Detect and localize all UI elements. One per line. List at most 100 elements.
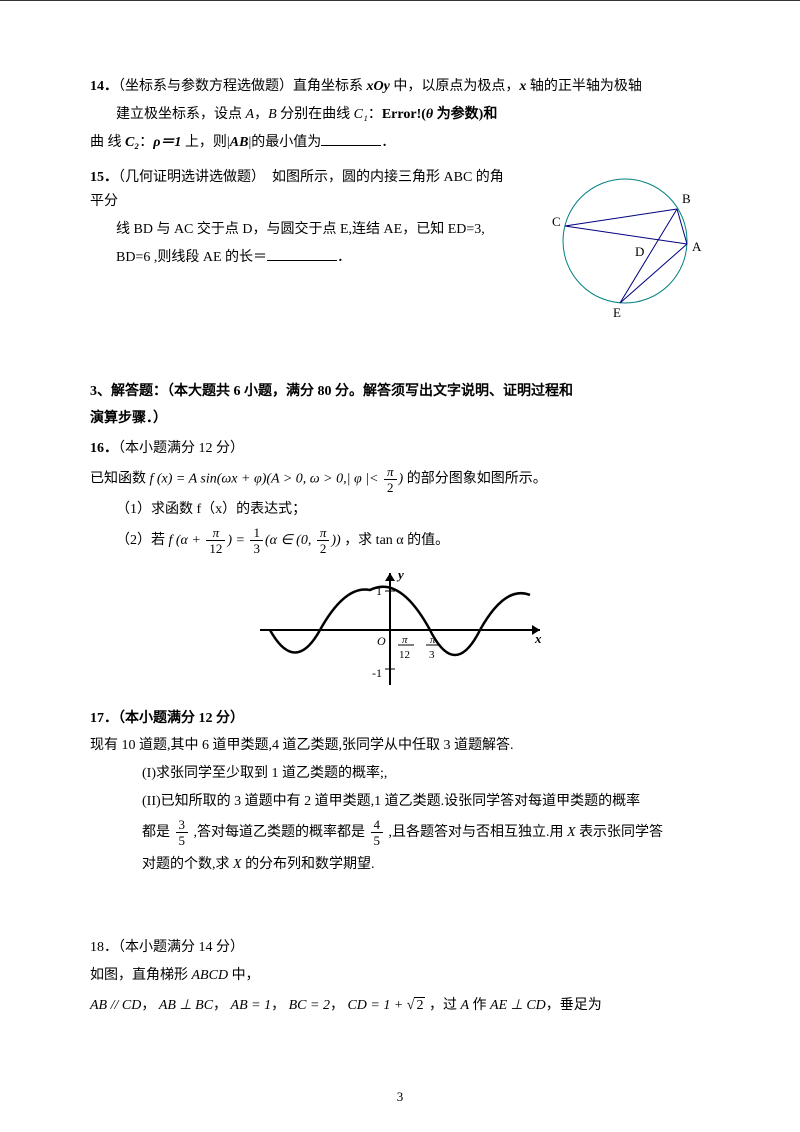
q17-sub2a: (II)已知所取的 3 道题中有 2 道甲类题,1 道乙类题.设张同学答对每道甲…	[90, 790, 710, 814]
q16-sub2b: ，求 tan α 的值。	[344, 533, 449, 548]
q17-5b: 5	[371, 833, 384, 847]
q18-l1: 如图，直角梯形 ABCD 中，	[90, 964, 710, 988]
q16-fx: f (x) = A sin(ωx + φ)(A > 0, ω > 0,| φ |…	[150, 472, 379, 487]
sine-y: y	[396, 567, 404, 582]
q16-frac-13: 1 3	[250, 526, 263, 555]
q16-pi-c: π	[317, 526, 330, 541]
sine-pi12d: 12	[399, 649, 410, 661]
q18-A: A	[460, 998, 469, 1013]
q17-sub2-line2: 都是 3 5 ,答对每道乙类题的概率都是 4 5 ,且各题答对与否相互独立.用 …	[90, 818, 710, 849]
q16-sub1: （1）求函数 f（x）的表达式；	[90, 498, 710, 522]
q16-head: 16．（本小题满分 12 分）	[90, 437, 710, 461]
sec3-title-b: 演算步骤．）	[90, 407, 710, 431]
q17-head: 17．（本小题满分 12 分）	[90, 707, 710, 731]
q14-l2c: 分别在曲线	[277, 107, 354, 122]
q17-pts: （本小题满分 12 分）	[118, 711, 244, 726]
q18-aecd: AE ⊥ CD	[490, 998, 546, 1013]
q14-xoy: xOy	[367, 79, 390, 94]
sine-pi3n: π	[430, 634, 436, 646]
q15-blank	[267, 246, 337, 261]
q14-l3b: ：	[139, 135, 153, 150]
q16-two-b: 2	[317, 541, 330, 555]
q14-l3d: 上，则|	[181, 135, 229, 150]
section3: 3、解答题：（本大题共 6 小题，满分 80 分。解答须写出文字说明、证明过程和…	[90, 380, 710, 432]
q16-sub2: （2）若 f (α + π 12 ) = 1 3 (α ∈ (0, π 2 ))…	[90, 526, 710, 557]
q14-l3e: |的最小值为	[248, 135, 321, 150]
q17-Xb: X	[233, 857, 242, 872]
q16-three: 3	[250, 541, 263, 555]
sine-O: O	[377, 634, 386, 648]
sine-1: 1	[376, 584, 382, 598]
q17-s2g: 的分布列和数学期望.	[242, 857, 375, 872]
q18-ab1: AB = 1	[231, 998, 272, 1013]
q17-s2b: 都是	[142, 825, 170, 840]
q14-l3: 曲 线 C₂：ρ＝1 上，则|AB|的最小值为 ．	[90, 131, 710, 155]
q16-frac-pi2: π 2	[384, 465, 397, 494]
q14-l1a: （坐标系与参数方程选做题）直角坐标系	[118, 79, 367, 94]
q16-num: 16．	[90, 441, 118, 456]
q16-twelve: 12	[206, 541, 225, 555]
q18-c3: ，	[271, 998, 285, 1013]
q14-l1b: 中，以原点为极点，	[390, 79, 520, 94]
q14-l2a: 建立极坐标系，设点	[116, 107, 246, 122]
q17-num: 17．	[90, 711, 118, 726]
q18-c5: ，过	[429, 998, 461, 1013]
q14-AB: AB	[230, 135, 249, 150]
q17-3: 3	[176, 818, 189, 833]
q18-abbc: AB ⊥ BC	[159, 998, 213, 1013]
q16-l1b: 的部分图象如图所示。	[407, 472, 547, 487]
page-number: 3	[0, 1086, 800, 1108]
q17-s2f: 对题的个数,求	[142, 857, 233, 872]
q17-5: 5	[176, 833, 189, 847]
q16-one: 1	[250, 526, 263, 541]
q17-s2e: 表示张同学答	[576, 825, 664, 840]
q18-l1a: 如图，直角梯形	[90, 968, 192, 983]
q14-l1c: 轴的正半轴为极轴	[526, 79, 642, 94]
q14-l2: 建立极坐标系，设点 A，B 分别在曲线 C₁：Error!(θ 为参数)和	[90, 103, 710, 127]
q15-l2t: 线 BD 与 AC 交于点 D，与圆交于点 E,连结 AE，已知 ED=3,	[116, 222, 485, 237]
q16-frac-pi12: π 12	[206, 526, 225, 555]
lbl-B: B	[682, 191, 691, 206]
q17-sub2-line3: 对题的个数,求 X 的分布列和数学期望.	[90, 853, 710, 877]
lbl-C: C	[552, 214, 561, 229]
q15-l3b: ．	[337, 250, 351, 265]
q16-eq: ) =	[227, 533, 245, 548]
q16-two: 2	[384, 480, 397, 494]
sine-pi3d: 3	[429, 649, 435, 661]
q17-4: 4	[371, 818, 384, 833]
q16-close: )	[399, 472, 404, 487]
q14-C2: C₂	[125, 135, 139, 150]
q18-abcd1: AB // CD	[90, 998, 141, 1013]
q14-rho: ρ＝1	[153, 135, 181, 150]
q14-blank	[321, 131, 381, 146]
q15-num: 15．	[90, 170, 118, 185]
q18-head: 18．（本小题满分 14 分）	[90, 936, 710, 960]
q18-cd: CD = 1 +	[347, 998, 403, 1013]
q14-l3a: 曲 线	[90, 135, 125, 150]
q16-pi: π	[384, 465, 397, 480]
sine-figure: y x O 1 -1 π 12 π 3	[250, 565, 550, 695]
q16-close2: ))	[331, 533, 340, 548]
q17-sub1: (I)求张同学至少取到 1 道乙类题的概率;,	[90, 762, 710, 786]
q18-num: 18．	[90, 940, 118, 955]
q17-frac45: 4 5	[371, 818, 384, 847]
q14: 14．（坐标系与参数方程选做题）直角坐标系 xOy 中，以原点为极点，x 轴的正…	[90, 75, 710, 99]
q16-frac-pi2b: π 2	[317, 526, 330, 555]
q17-X: X	[567, 825, 576, 840]
lbl-E: E	[613, 305, 621, 320]
circle-diagram: B A C D E	[550, 161, 710, 321]
q14-B: B	[268, 107, 277, 122]
q18-c1: ，	[141, 998, 155, 1013]
q18-pts: （本小题满分 14 分）	[118, 940, 244, 955]
q14-l3f: ．	[381, 135, 395, 150]
sec3-title-a: 3、解答题：（本大题共 6 小题，满分 80 分。解答须写出文字说明、证明过程和	[90, 380, 710, 404]
q18-c2: ，	[213, 998, 227, 1013]
q14-A: A	[246, 107, 255, 122]
q17-frac35: 3 5	[176, 818, 189, 847]
sine-x: x	[534, 631, 542, 646]
sqrt2-rad: 2	[414, 997, 425, 1013]
q18-c7: ，垂足为	[546, 998, 602, 1013]
q18-bc2: BC = 2	[289, 998, 330, 1013]
q16-l1: 已知函数 f (x) = A sin(ωx + φ)(A > 0, ω > 0,…	[90, 465, 710, 494]
q18-l2: AB // CD， AB ⊥ BC， AB = 1， BC = 2， CD = …	[90, 992, 710, 1020]
